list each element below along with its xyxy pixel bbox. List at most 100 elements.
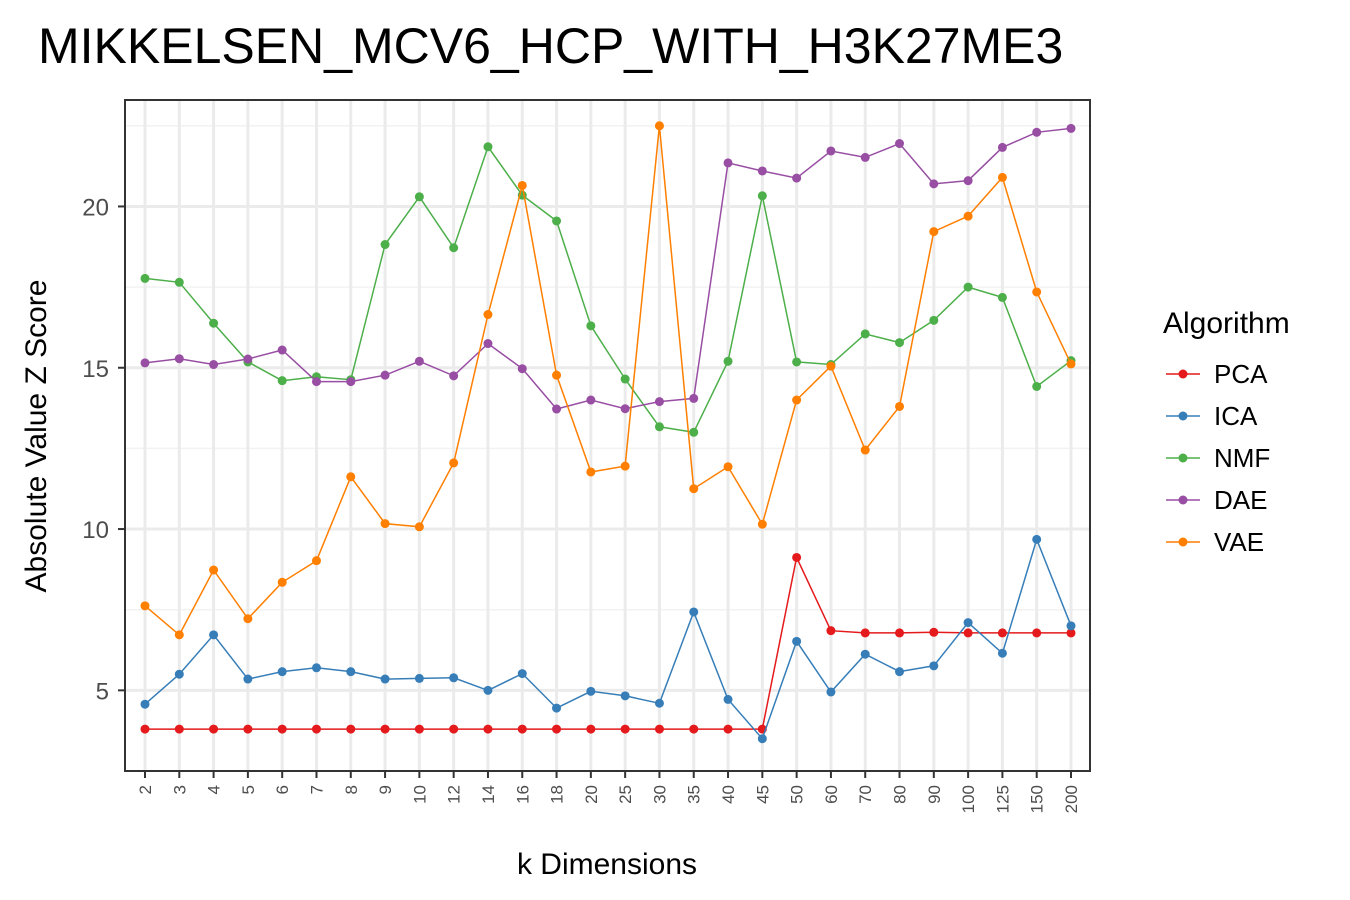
legend-item-dae: DAE	[1166, 485, 1267, 515]
x-tick-label: 100	[959, 785, 978, 813]
nmf-point	[997, 292, 1007, 302]
pca-point	[654, 724, 664, 734]
nmf-point	[963, 282, 973, 292]
vae-point	[895, 401, 905, 411]
ica-point	[380, 674, 390, 684]
x-tick-label: 90	[925, 785, 944, 804]
ica-point	[860, 649, 870, 659]
nmf-point	[380, 240, 390, 250]
pca-point	[723, 724, 733, 734]
dae-point	[243, 354, 253, 364]
dae-point	[792, 173, 802, 183]
vae-point	[174, 630, 184, 640]
pca-point	[517, 724, 527, 734]
pca-line	[145, 555, 1071, 730]
legend-label: DAE	[1214, 485, 1267, 515]
ica-point	[1032, 534, 1042, 544]
legend-key-point	[1178, 369, 1188, 379]
dae-point	[620, 404, 630, 414]
legend-item-pca: PCA	[1166, 359, 1268, 389]
pca-point	[414, 724, 424, 734]
y-tick-label: 10	[82, 517, 109, 544]
x-tick-label: 25	[616, 785, 635, 804]
ica-point	[586, 686, 596, 696]
panel-border	[124, 99, 1091, 772]
vae-point	[929, 227, 939, 237]
dae-point	[1032, 127, 1042, 137]
x-tick-label: 2	[136, 785, 155, 794]
y-tick-label: 5	[96, 678, 109, 705]
vae-point	[620, 461, 630, 471]
vae-point	[963, 211, 973, 221]
dae-point	[277, 345, 287, 355]
ica-point	[517, 669, 527, 679]
dae-point	[654, 397, 664, 407]
x-tick-label: 18	[548, 785, 567, 804]
pca-point	[860, 628, 870, 638]
dae-point	[860, 152, 870, 162]
x-tick-label: 125	[993, 785, 1012, 813]
ica-point	[723, 694, 733, 704]
vae-point	[243, 614, 253, 624]
nmf-point	[620, 374, 630, 384]
pca-point	[140, 724, 150, 734]
vae-point	[552, 370, 562, 380]
x-tick-label: 16	[513, 785, 532, 804]
x-tick-label: 30	[650, 785, 669, 804]
x-tick-label: 6	[273, 785, 292, 794]
y-tick-label: 15	[82, 356, 109, 383]
pca-point	[826, 626, 836, 636]
nmf-point	[552, 216, 562, 226]
ica-point	[792, 636, 802, 646]
dae-point	[997, 142, 1007, 152]
pca-point	[1032, 628, 1042, 638]
nmf-point	[895, 338, 905, 348]
vae-point	[1066, 359, 1076, 369]
ica-point	[346, 667, 356, 677]
vae-point	[414, 522, 424, 532]
nmf-point	[723, 356, 733, 366]
pca-point	[929, 627, 939, 637]
vae-point	[277, 577, 287, 587]
dae-point	[723, 158, 733, 168]
ica-point	[929, 661, 939, 671]
nmf-point	[140, 273, 150, 283]
vae-point	[380, 519, 390, 529]
ica-point	[140, 699, 150, 709]
plot-panel	[124, 99, 1091, 772]
pca-point	[552, 724, 562, 734]
dae-point	[689, 393, 699, 403]
legend-label: PCA	[1214, 359, 1268, 389]
nmf-point	[654, 422, 664, 432]
pca-point	[483, 724, 493, 734]
x-tick-label: 5	[239, 785, 258, 794]
dae-point	[1066, 123, 1076, 133]
y-axis: 5 10 15 20	[82, 194, 125, 705]
vae-point	[483, 310, 493, 320]
pca-point	[997, 628, 1007, 638]
y-tick-label: 20	[82, 194, 109, 221]
pca-point	[243, 724, 253, 734]
dae-line	[144, 127, 1072, 410]
dae-point	[963, 176, 973, 186]
vae-point	[346, 472, 356, 482]
ica-point	[552, 703, 562, 713]
ica-point	[895, 667, 905, 677]
ica-point	[243, 674, 253, 684]
dae-point	[414, 356, 424, 366]
nmf-point	[757, 191, 767, 201]
pca-point	[1066, 628, 1076, 638]
dae-point	[209, 360, 219, 370]
ica-point	[1066, 621, 1076, 631]
legend: Algorithm PCA ICA NMF DAE VAE	[1163, 307, 1290, 557]
nmf-line	[144, 145, 1072, 434]
vae-point	[1032, 287, 1042, 297]
pca-point	[311, 724, 321, 734]
legend-key-point	[1178, 453, 1188, 463]
chart-title: MIKKELSEN_MCV6_HCP_WITH_H3K27ME3	[38, 18, 1063, 74]
x-tick-label: 3	[170, 785, 189, 794]
pca-point	[277, 724, 287, 734]
nmf-point	[449, 243, 459, 253]
pca-point	[449, 724, 459, 734]
